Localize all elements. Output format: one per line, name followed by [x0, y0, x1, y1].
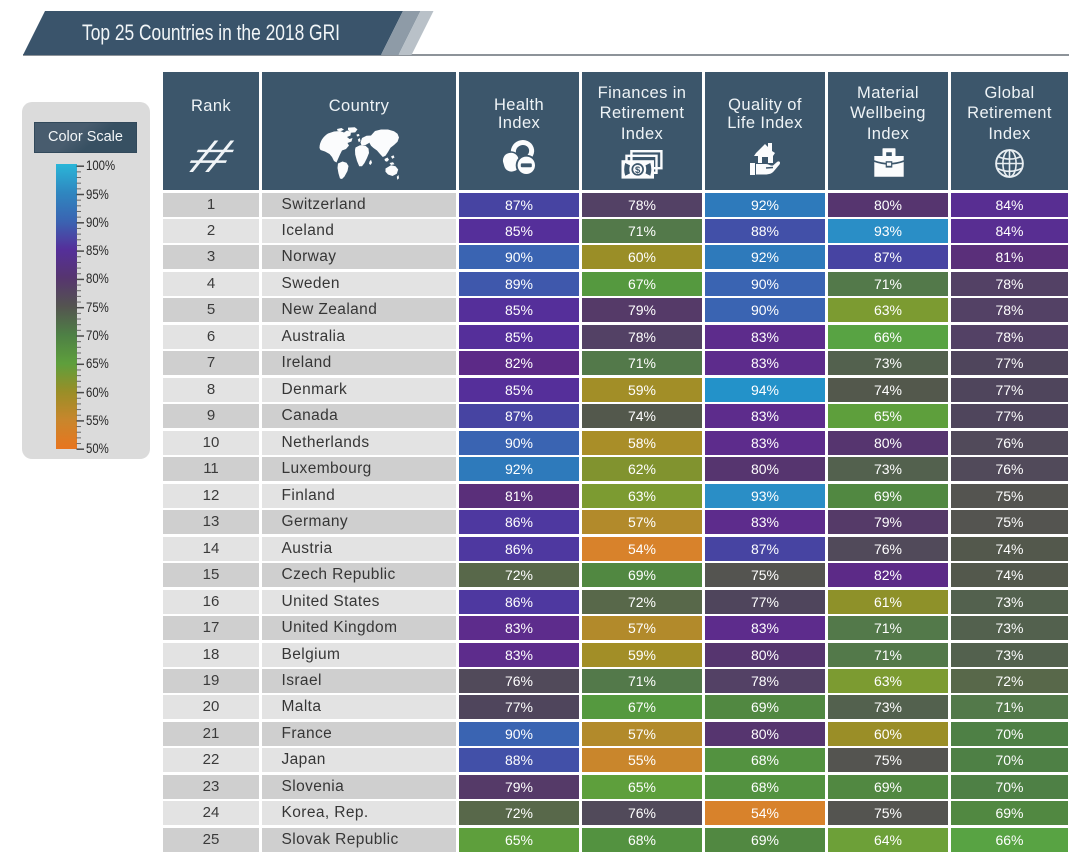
svg-text:$: $ [635, 165, 641, 176]
